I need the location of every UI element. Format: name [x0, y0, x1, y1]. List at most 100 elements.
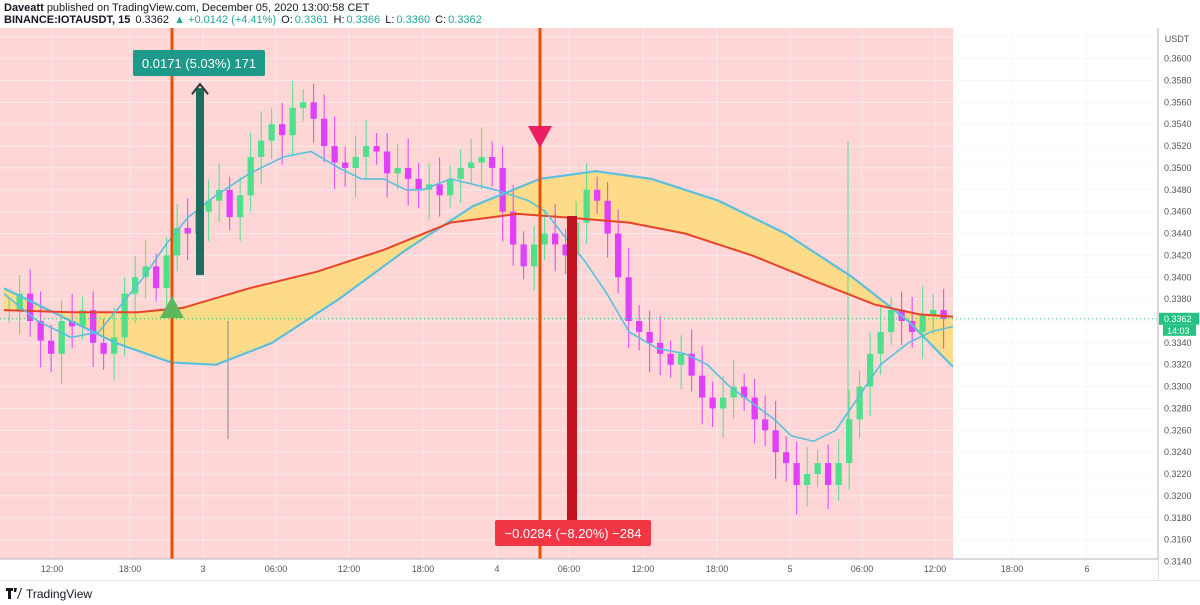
candle-down: [510, 211, 517, 245]
candle-up: [142, 266, 149, 278]
long-trade-arrow-shaft: [196, 88, 204, 276]
candle-down: [489, 157, 496, 168]
candle-down: [594, 189, 601, 201]
publish-info: Daveatt published on TradingView.com, De…: [4, 2, 369, 15]
price-chart[interactable]: 0.0171 (5.03%) 171 −0.0284 (−8.20%) −284 U…: [0, 28, 1200, 580]
price-tick-label: 0.3400: [1164, 272, 1192, 282]
time-tick-label: 12:00: [41, 564, 64, 574]
candle-up: [531, 244, 538, 267]
long-trade-label-box: [133, 50, 265, 76]
candle-up: [205, 200, 212, 212]
candle-up: [258, 140, 265, 158]
price-tick-label: 0.3140: [1164, 557, 1192, 567]
time-tick-label: 18:00: [1001, 564, 1024, 574]
candle-down: [625, 277, 632, 321]
countdown-tag: [1163, 324, 1196, 336]
time-axis: [0, 559, 1158, 579]
candle-down: [699, 375, 706, 398]
short-trade-label-box: [495, 520, 651, 546]
candle-down: [667, 353, 674, 365]
high-value: 0.3366: [346, 14, 381, 26]
candle-up: [16, 293, 23, 311]
price-tick-label: 0.3160: [1164, 535, 1192, 545]
fast-moving-average-line: [3, 150, 954, 443]
candle-down: [793, 463, 800, 485]
short-trade-arrow-shaft: [567, 216, 577, 527]
price-tick-label: 0.3380: [1164, 294, 1192, 304]
price-tick-label: 0.3480: [1164, 185, 1192, 195]
candle-up: [132, 277, 139, 294]
sine-wave-line: [3, 170, 954, 368]
price-tick-label: 0.3340: [1164, 338, 1192, 348]
candle-down: [436, 184, 443, 196]
candle-down: [310, 102, 317, 119]
candle-down: [783, 452, 790, 464]
short-trade-label: −0.0284 (−8.20%) −284: [505, 526, 642, 541]
candle-up: [867, 353, 874, 387]
ma-cloud-fill: [4, 171, 953, 367]
candle-up: [111, 337, 118, 354]
candle-up: [363, 146, 370, 158]
price-tick-label: 0.3520: [1164, 141, 1192, 151]
price-tick-label: 0.3540: [1164, 119, 1192, 129]
candle-up: [919, 315, 926, 332]
price-tick-label: 0.3300: [1164, 382, 1192, 392]
candle-up: [174, 228, 181, 256]
candle-up: [216, 189, 223, 201]
time-tick-label: 06:00: [558, 564, 581, 574]
candle-up: [268, 124, 275, 141]
candle-up: [846, 419, 853, 464]
candle-up: [888, 310, 895, 332]
candle-up: [447, 178, 454, 196]
time-tick-label: 3: [200, 564, 205, 574]
candle-up: [457, 167, 464, 179]
price-tick-label: 0.3260: [1164, 425, 1192, 435]
candle-countdown: 14:03: [1167, 326, 1190, 336]
candle-down: [741, 386, 748, 398]
close-value: 0.3362: [448, 14, 482, 26]
time-tick-label: 6: [1084, 564, 1089, 574]
brand-label[interactable]: TradingView: [26, 587, 93, 601]
candle-up: [877, 331, 884, 354]
candle-down: [751, 397, 758, 420]
candle-down: [940, 310, 947, 319]
price-tick-label: 0.3580: [1164, 75, 1192, 85]
close-label: C:: [435, 14, 447, 26]
candle-down: [27, 293, 34, 321]
candle-down: [279, 124, 286, 136]
currency-label: USDT: [1165, 34, 1190, 44]
candle-up: [79, 310, 86, 327]
time-tick-label: 4: [494, 564, 499, 574]
candle-up: [930, 310, 937, 316]
candle-up: [856, 386, 863, 420]
candle-up: [121, 293, 128, 338]
price-tick-label: 0.3420: [1164, 250, 1192, 260]
candle-up: [58, 320, 65, 354]
price-tick-label: 0.3180: [1164, 513, 1192, 523]
last-price-tag: [1159, 312, 1199, 325]
candle-down: [762, 419, 769, 431]
footer-bar: TradingView: [0, 580, 1200, 605]
candle-up: [289, 107, 296, 136]
buy-signal-triangle-icon: [160, 296, 184, 318]
candle-down: [825, 463, 832, 485]
candle-down: [709, 397, 716, 409]
signal-zone-background: [0, 28, 953, 579]
candle-down: [562, 244, 569, 256]
long-trade-arrowhead-icon: [191, 82, 209, 95]
candle-down: [184, 228, 191, 234]
price-tick-label: 0.3280: [1164, 403, 1192, 413]
tradingview-logo-icon[interactable]: [6, 588, 22, 599]
candle-up: [720, 397, 727, 409]
price-tick-label: 0.3560: [1164, 97, 1192, 107]
low-value: 0.3360: [396, 14, 431, 26]
candle-down: [552, 233, 559, 245]
author-name[interactable]: Daveatt: [4, 2, 44, 14]
candle-up: [730, 386, 737, 398]
candle-down: [37, 320, 44, 341]
price-tick-label: 0.3600: [1164, 54, 1192, 64]
symbol-label[interactable]: BINANCE:IOTAUSDT, 15: [4, 14, 131, 26]
candle-up: [804, 474, 811, 485]
time-tick-label: 18:00: [119, 564, 142, 574]
ohlc-legend: BINANCE:IOTAUSDT, 15 0.3362 ▲ +0.0142 (+…: [4, 14, 482, 27]
